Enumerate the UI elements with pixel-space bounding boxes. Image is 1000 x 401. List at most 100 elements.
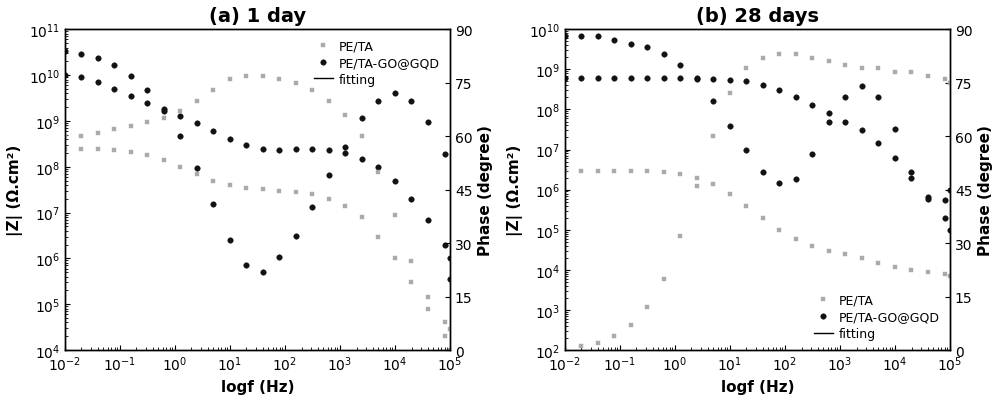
PE/TA-GO@GQD	[724, 78, 736, 83]
PE/TA	[625, 169, 637, 174]
PE/TA-GO@GQD	[641, 77, 653, 81]
PE/TA-GO@GQD	[575, 77, 587, 81]
Title: (b) 28 days: (b) 28 days	[696, 7, 819, 26]
Y-axis label: Phase (degree): Phase (degree)	[978, 125, 993, 255]
PE/TA	[773, 228, 785, 233]
PE/TA-GO@GQD	[856, 129, 868, 134]
PE/TA	[790, 237, 802, 241]
PE/TA	[724, 192, 736, 196]
PE/TA	[439, 334, 451, 339]
PE/TA	[691, 176, 703, 180]
PE/TA-GO@GQD	[389, 179, 401, 184]
PE/TA-GO@GQD	[691, 77, 703, 81]
PE/TA	[872, 261, 884, 265]
PE/TA-GO@GQD	[290, 148, 302, 152]
PE/TA-GO@GQD	[174, 114, 186, 119]
PE/TA-GO@GQD	[224, 138, 236, 142]
PE/TA	[257, 188, 269, 192]
PE/TA-GO@GQD	[592, 77, 604, 81]
PE/TA-GO@GQD	[405, 197, 417, 202]
PE/TA	[108, 148, 120, 153]
PE/TA	[905, 268, 917, 273]
Line: PE/TA-GO@GQD: PE/TA-GO@GQD	[62, 73, 453, 261]
PE/TA-GO@GQD	[757, 84, 769, 89]
PE/TA	[306, 192, 318, 197]
PE/TA	[158, 158, 170, 163]
PE/TA	[141, 153, 153, 158]
PE/TA-GO@GQD	[559, 77, 571, 81]
PE/TA	[944, 274, 956, 279]
Y-axis label: |Z| (Ω.cm²): |Z| (Ω.cm²)	[507, 145, 523, 236]
PE/TA-GO@GQD	[944, 228, 956, 233]
PE/TA-GO@GQD	[108, 87, 120, 92]
PE/TA-GO@GQD	[158, 107, 170, 112]
PE/TA-GO@GQD	[872, 141, 884, 146]
PE/TA	[125, 150, 137, 155]
PE/TA	[575, 169, 587, 174]
PE/TA	[422, 306, 434, 311]
PE/TA-GO@GQD	[707, 77, 719, 82]
PE/TA-GO@GQD	[372, 165, 384, 170]
PE/TA	[592, 169, 604, 174]
Line: PE/TA: PE/TA	[562, 169, 952, 279]
PE/TA	[939, 271, 951, 276]
PE/TA-GO@GQD	[839, 120, 851, 125]
PE/TA	[823, 249, 835, 253]
PE/TA-GO@GQD	[905, 176, 917, 180]
PE/TA-GO@GQD	[273, 148, 285, 153]
PE/TA	[806, 244, 818, 249]
PE/TA-GO@GQD	[356, 157, 368, 162]
PE/TA-GO@GQD	[806, 103, 818, 108]
PE/TA	[75, 147, 87, 152]
PE/TA-GO@GQD	[92, 81, 104, 85]
PE/TA-GO@GQD	[444, 256, 456, 261]
PE/TA	[372, 235, 384, 239]
PE/TA-GO@GQD	[922, 196, 934, 201]
PE/TA	[856, 256, 868, 261]
PE/TA-GO@GQD	[939, 216, 951, 221]
PE/TA	[339, 204, 351, 209]
PE/TA	[889, 265, 901, 269]
PE/TA	[323, 197, 335, 202]
PE/TA	[444, 348, 456, 352]
PE/TA	[405, 280, 417, 285]
Y-axis label: Phase (degree): Phase (degree)	[478, 125, 493, 255]
PE/TA-GO@GQD	[141, 101, 153, 106]
PE/TA	[356, 215, 368, 220]
Title: (a) 1 day: (a) 1 day	[209, 7, 306, 26]
PE/TA	[224, 183, 236, 188]
PE/TA	[641, 169, 653, 174]
X-axis label: logf (Hz): logf (Hz)	[721, 379, 794, 394]
PE/TA	[273, 189, 285, 194]
PE/TA	[389, 256, 401, 261]
PE/TA-GO@GQD	[207, 130, 219, 134]
Legend: PE/TA, PE/TA-GO@GQD, fitting: PE/TA, PE/TA-GO@GQD, fitting	[810, 290, 944, 344]
PE/TA-GO@GQD	[625, 77, 637, 81]
PE/TA	[922, 269, 934, 274]
PE/TA	[559, 169, 571, 174]
PE/TA	[674, 172, 686, 177]
PE/TA	[290, 190, 302, 195]
Y-axis label: |Z| (Ω.cm²): |Z| (Ω.cm²)	[7, 145, 23, 236]
PE/TA	[740, 204, 752, 209]
PE/TA-GO@GQD	[823, 111, 835, 116]
PE/TA	[757, 216, 769, 221]
PE/TA-GO@GQD	[323, 148, 335, 153]
PE/TA-GO@GQD	[439, 243, 451, 247]
PE/TA-GO@GQD	[59, 73, 71, 78]
PE/TA-GO@GQD	[125, 94, 137, 99]
Line: PE/TA-GO@GQD: PE/TA-GO@GQD	[562, 76, 953, 233]
PE/TA	[59, 147, 71, 152]
PE/TA-GO@GQD	[790, 96, 802, 101]
Legend: PE/TA, PE/TA-GO@GQD, fitting: PE/TA, PE/TA-GO@GQD, fitting	[310, 36, 444, 90]
PE/TA-GO@GQD	[339, 151, 351, 156]
PE/TA	[191, 172, 203, 177]
PE/TA-GO@GQD	[257, 147, 269, 152]
PE/TA-GO@GQD	[306, 147, 318, 152]
PE/TA	[608, 169, 620, 174]
Line: PE/TA: PE/TA	[62, 147, 452, 352]
PE/TA-GO@GQD	[240, 143, 252, 148]
PE/TA	[92, 148, 104, 152]
X-axis label: logf (Hz): logf (Hz)	[221, 379, 294, 394]
PE/TA	[207, 179, 219, 184]
